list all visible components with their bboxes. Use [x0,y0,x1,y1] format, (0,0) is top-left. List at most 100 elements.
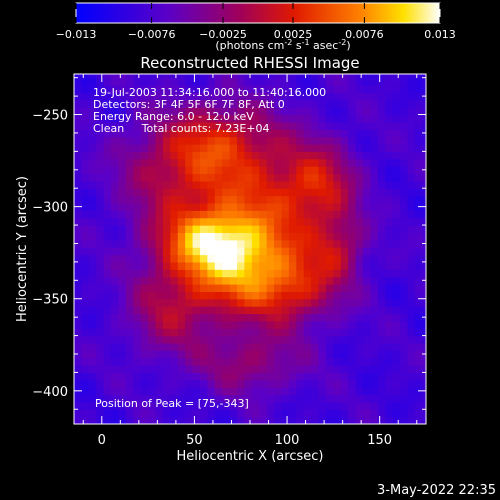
heatmap-cell [348,350,357,359]
heatmap-cell [370,394,379,403]
heatmap-cell [162,350,171,359]
heatmap-cell [162,342,171,351]
heatmap-cell [296,409,305,418]
heatmap-cell [162,313,171,322]
heatmap-cell [111,306,120,315]
heatmap-cell [111,291,120,300]
heatmap-cell [259,114,268,123]
heatmap-cell [325,328,334,337]
x-tick-label: 100 [275,433,300,448]
heatmap-cell [340,92,349,101]
heatmap-cell [274,188,283,197]
heatmap-cell [311,74,320,79]
heatmap-cell [162,276,171,285]
heatmap-cell [133,92,142,101]
heatmap-cell [318,291,327,300]
heatmap-cell [111,144,120,152]
heatmap-cell [377,77,386,86]
heatmap-cell [414,261,423,270]
heatmap-cell [133,217,142,226]
heatmap-cell [392,254,401,263]
heatmap-cell [355,409,364,418]
heatmap-cell [303,188,312,197]
heatmap-cell [340,188,349,197]
heatmap-cell [222,342,231,351]
heatmap-cell [199,158,208,167]
heatmap-cell [229,335,238,344]
heatmap-cell [281,202,290,211]
heatmap-cell [140,239,149,248]
heatmap-cell [377,107,386,116]
heatmap-cell [148,166,157,175]
heatmap-cell [348,99,357,108]
heatmap-cell [170,239,179,248]
heatmap-cell [303,284,312,292]
heatmap-cell [377,173,386,182]
heatmap-cell [214,195,223,204]
heatmap-cell [318,239,327,248]
heatmap-cell [177,225,186,234]
heatmap-cell [377,320,386,329]
heatmap-cell [125,144,134,152]
heatmap-cell [81,202,90,211]
heatmap-cell [296,121,305,130]
heatmap-cell [133,298,142,307]
heatmap-cell [259,144,268,152]
heatmap-cell [392,416,401,424]
heatmap-cell [311,195,320,204]
heatmap-cell [311,173,320,182]
heatmap-cell [355,180,364,189]
heatmap-cell [318,188,327,197]
heatmap-cell [348,225,357,234]
heatmap-cell [422,365,426,374]
heatmap-cell [148,202,157,211]
heatmap-cell [214,291,223,300]
heatmap-cell [162,136,171,145]
heatmap-cell [340,247,349,256]
heatmap-cell [303,306,312,315]
heatmap-cell [103,269,112,278]
heatmap-cell [244,77,253,86]
heatmap-cell [96,269,105,278]
heatmap-cell [251,217,260,226]
heatmap-cell [229,121,238,130]
heatmap-cell [214,173,223,182]
heatmap-cell [118,320,127,329]
heatmap-cell [400,92,409,101]
heatmap-cell [244,365,253,374]
heatmap-cell [414,416,423,424]
heatmap-cell [214,328,223,337]
heatmap-cell [88,313,97,322]
heatmap-cell [88,173,97,182]
heatmap-cell [274,85,283,94]
heatmap-cell [214,409,223,418]
heatmap-cell [111,217,120,226]
heatmap-cell [259,276,268,285]
heatmap-cell [407,284,416,292]
heatmap-cell [155,173,164,182]
heatmap-cell [407,195,416,204]
heatmap-cell [377,210,386,219]
heatmap-cell [81,313,90,322]
heatmap-cell [148,401,157,410]
heatmap-cell [125,210,134,219]
heatmap-cell [355,379,364,388]
heatmap-cell [125,202,134,211]
heatmap-cell [244,416,253,424]
heatmap-cell [266,114,275,123]
heatmap-cell [318,379,327,388]
heatmap-cell [281,225,290,234]
heatmap-cell [266,136,275,145]
heatmap-cell [148,107,157,116]
heatmap-cell [311,166,320,175]
heatmap-cell [88,151,97,160]
heatmap-cell [81,261,90,270]
heatmap-cell [385,166,394,175]
heatmap-cell [155,365,164,374]
heatmap-cell [237,247,246,256]
heatmap-cell [274,306,283,315]
heatmap-cell [207,350,216,359]
heatmap-cell [185,298,194,307]
heatmap-cell [125,129,134,138]
heatmap-cell [192,121,201,130]
